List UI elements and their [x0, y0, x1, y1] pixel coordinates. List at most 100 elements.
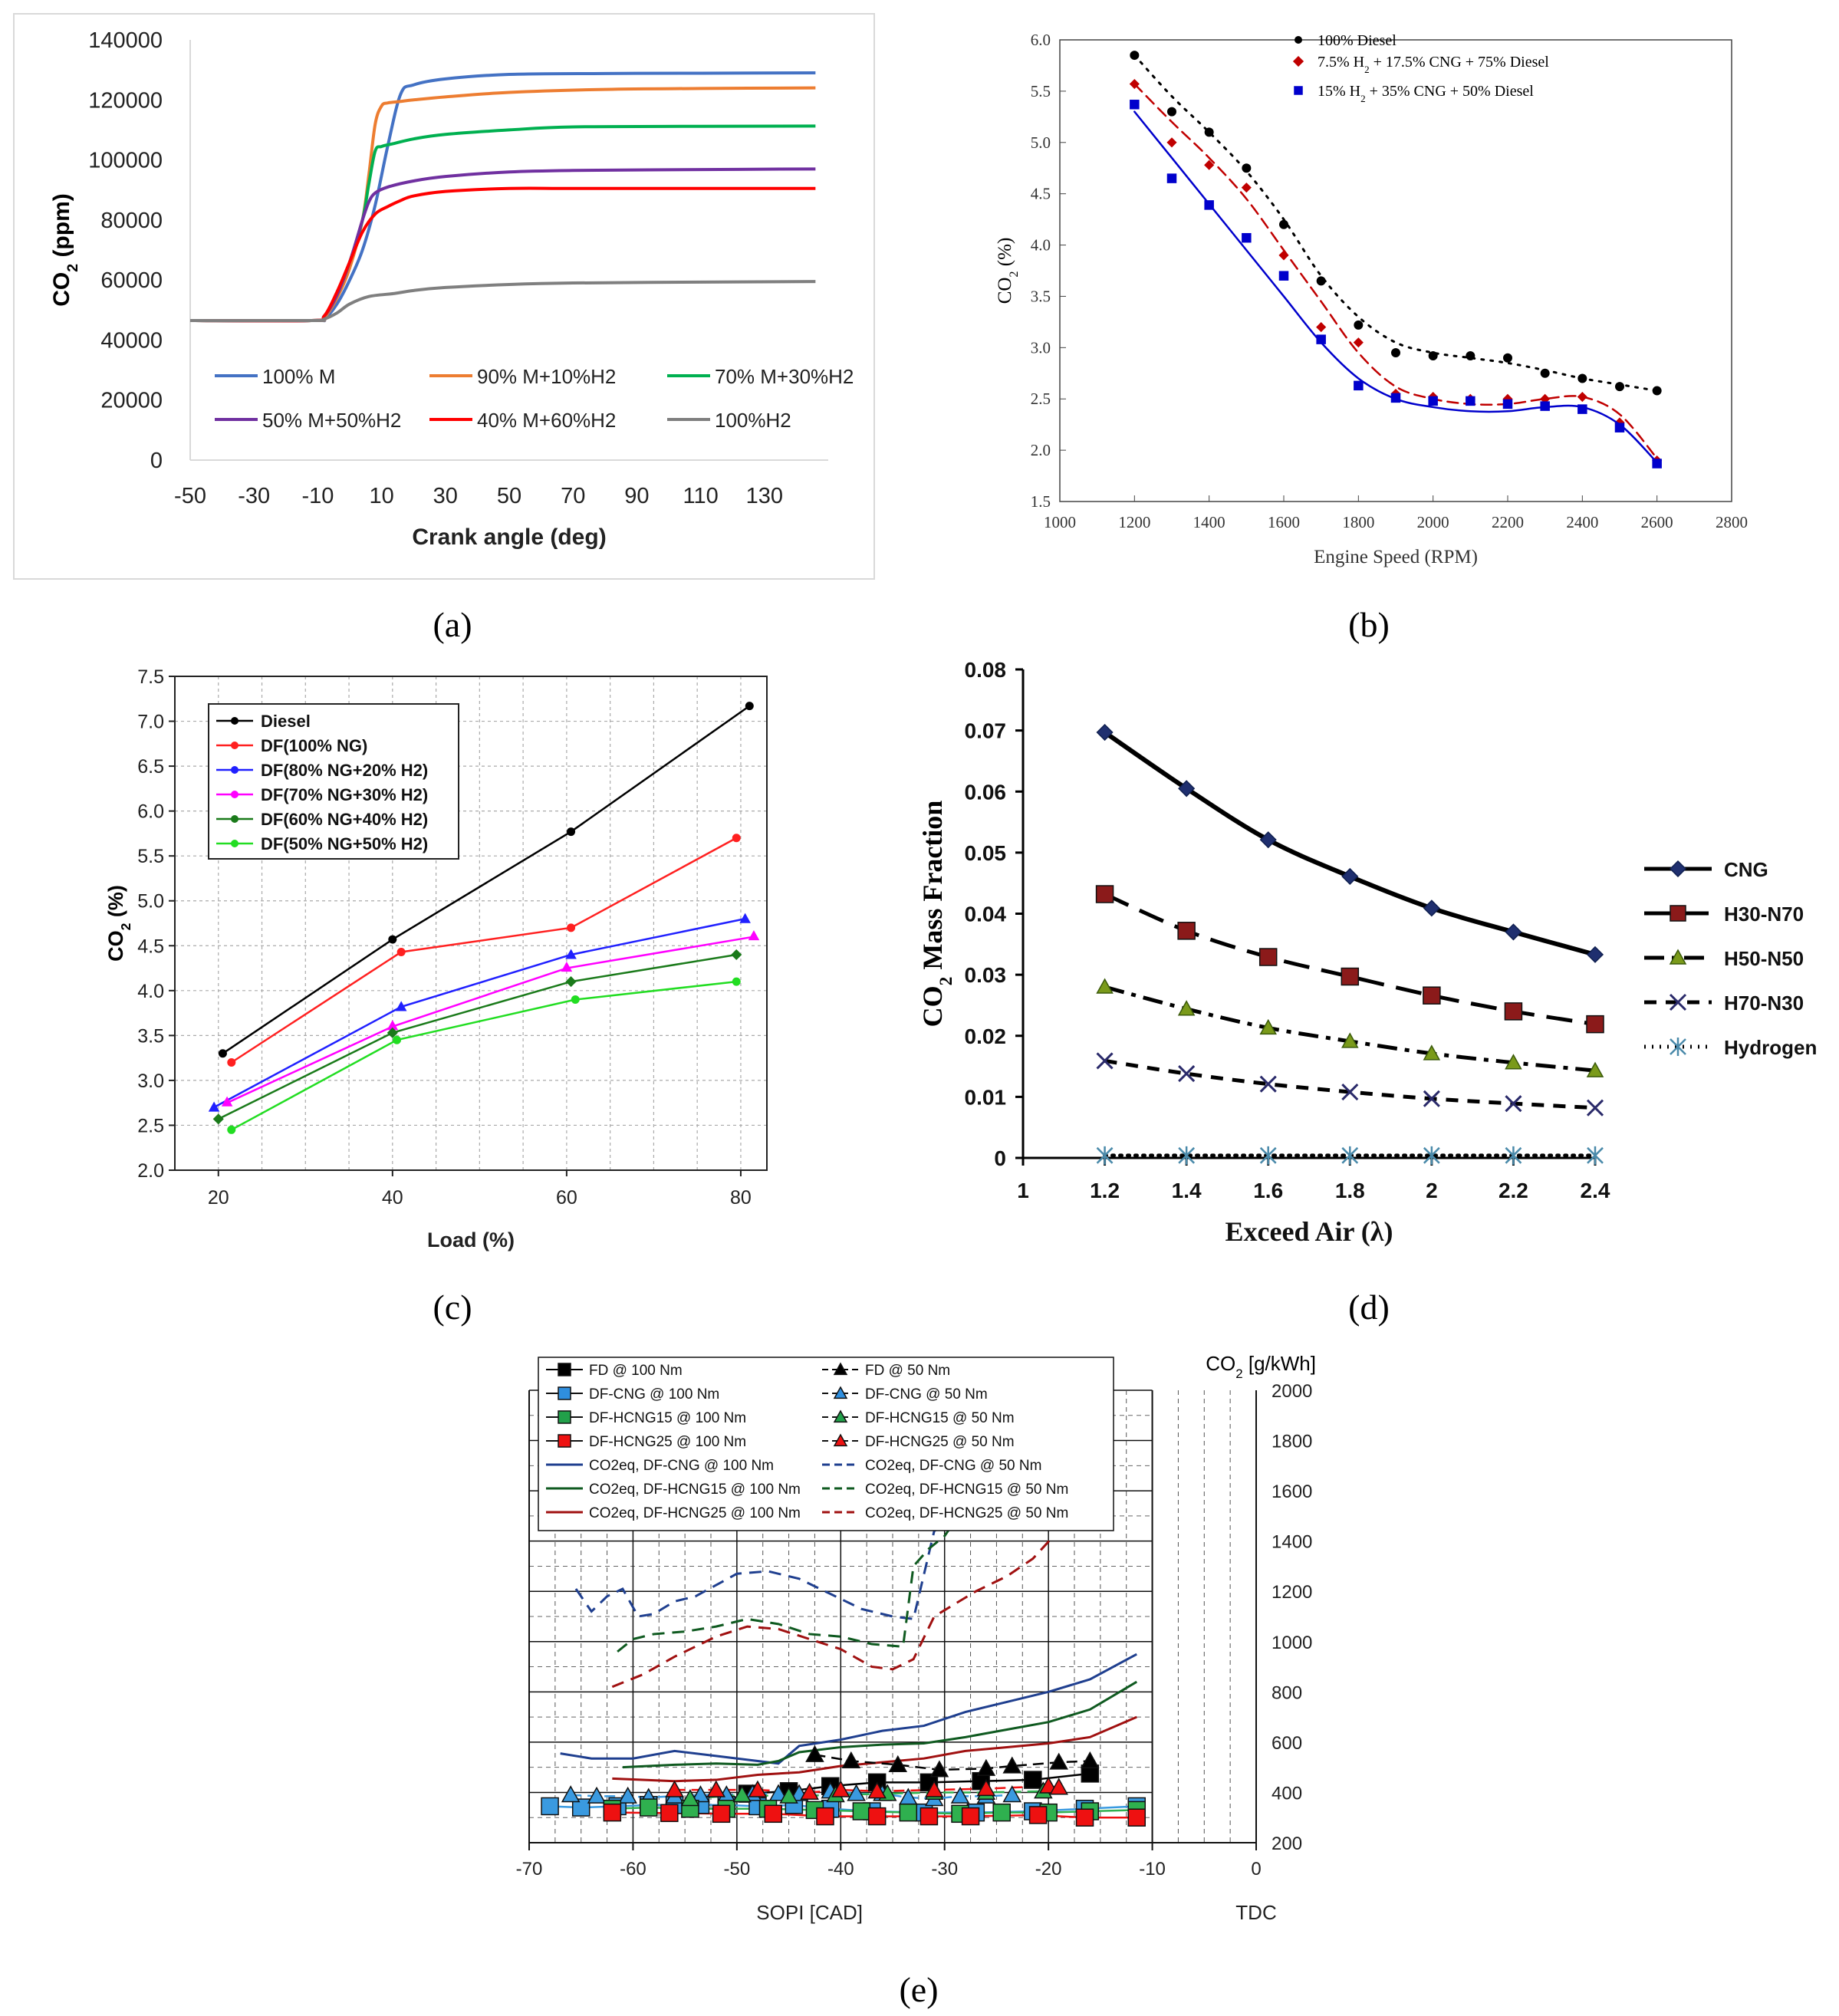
x-tick-label: -50: [174, 484, 206, 508]
y-tick-label: 140000: [88, 28, 163, 53]
legend-label-0: CNG: [1724, 858, 1768, 881]
plot-frame: [1059, 39, 1732, 502]
legend-label-0: Diesel: [261, 712, 311, 731]
data-point: [1502, 399, 1513, 409]
y-tick-label: 80000: [100, 209, 163, 233]
data-point: [571, 1798, 591, 1817]
data-point: [847, 1784, 866, 1801]
data-point: [1341, 1083, 1359, 1101]
legend-label-0: FD @ 100 Nm: [589, 1363, 683, 1379]
data-point: [1096, 1146, 1114, 1165]
data-point: [1259, 1075, 1277, 1093]
data-point: [929, 1760, 949, 1778]
data-point: [1279, 219, 1288, 229]
legend-marker-2: [1294, 86, 1303, 95]
data-point: [1577, 391, 1587, 403]
y-tick-label: 0.02: [965, 1024, 1007, 1048]
x-axis-title: Crank angle (deg): [412, 525, 606, 550]
data-point: [680, 1789, 700, 1807]
y-tick-label: 0.01: [965, 1085, 1007, 1109]
data-point: [1586, 946, 1604, 963]
data-point: [831, 1780, 850, 1797]
y-tick-label: 60000: [100, 268, 163, 293]
data-point: [1466, 351, 1475, 361]
data-point: [1177, 1000, 1196, 1016]
x-tick-label: 90: [624, 484, 649, 508]
y-tick-label: 400: [1272, 1783, 1302, 1804]
x-tick-label: 60: [556, 1187, 577, 1209]
data-point: [1081, 1751, 1100, 1769]
co2eq-line-2: [612, 1715, 1137, 1783]
data-point: [805, 1745, 824, 1762]
x-tick-label: 2: [1426, 1179, 1438, 1202]
series-line-2: [213, 917, 745, 1109]
data-point: [1586, 1061, 1604, 1077]
data-point: [1577, 373, 1587, 383]
data-point: [1095, 885, 1114, 903]
panel-a: 0 20000 40000 60000 80000 100000 120000 140000 -…: [13, 13, 875, 580]
x-tick-label: 1.6: [1253, 1179, 1283, 1202]
y-tick-label: 6.0: [137, 801, 164, 823]
data-point: [1049, 1752, 1068, 1770]
data-point: [1096, 1052, 1114, 1070]
data-point: [1024, 1771, 1042, 1789]
legend-marker-2: [1669, 949, 1687, 965]
co2eq-line-3: [574, 1507, 976, 1620]
data-point: [1177, 922, 1196, 940]
x-tick-label: 2000: [1417, 513, 1449, 531]
y-tick-label: 2000: [1272, 1381, 1312, 1402]
panel-label-b: (b): [1348, 605, 1390, 644]
data-point: [1652, 459, 1662, 469]
fit-curve-0: [1133, 54, 1659, 393]
data-point: [1587, 1146, 1604, 1165]
data-point: [1615, 382, 1624, 392]
plot-frame: [174, 676, 768, 1171]
data-point: [961, 1807, 980, 1826]
data-point: [1423, 1090, 1440, 1107]
panel-d: 0 0.01 0.02 0.03 0.04 0.05 0.06 0.07 0.08 1 1.2 1.4…: [917, 658, 1817, 1247]
data-point: [393, 1035, 401, 1044]
x-tick-label: -30: [238, 484, 270, 508]
y-tick-label: 2.5: [1031, 390, 1051, 408]
data-point: [800, 1782, 819, 1800]
data-point: [1241, 183, 1252, 193]
y-tick-label: 3.0: [137, 1070, 164, 1092]
data-point: [1204, 127, 1214, 137]
data-point: [992, 1803, 1011, 1822]
data-point: [1075, 1808, 1094, 1827]
data-point: [1423, 1146, 1440, 1165]
data-point: [691, 1785, 710, 1803]
data-point: [1503, 353, 1512, 363]
y-tick-label: 4.5: [137, 936, 164, 957]
y-axis-title: CO2 (%): [104, 885, 133, 962]
legend-marker-1: [1292, 55, 1304, 67]
legend-label-1: FD @ 50 Nm: [865, 1363, 950, 1379]
data-point: [1259, 831, 1277, 849]
y-tick-label: 0.08: [965, 658, 1007, 682]
data-point: [561, 1785, 581, 1803]
data-point: [1341, 867, 1359, 885]
y-axis-title: CO2 [g/kWh]: [1206, 1352, 1316, 1381]
marker-line-7: [674, 1784, 1059, 1794]
data-point: [1540, 368, 1550, 378]
x-tick-label: -60: [620, 1859, 646, 1880]
data-point: [1505, 1146, 1522, 1165]
legend-marker-1: [1670, 905, 1686, 922]
y-tick-label: 4.5: [1031, 185, 1051, 203]
legend-label-0: 100% M: [262, 365, 335, 388]
data-point: [1130, 51, 1140, 61]
x-tick-label: 50: [497, 484, 521, 508]
data-point: [950, 1786, 970, 1804]
data-point: [1204, 200, 1214, 210]
legend-label-1: 90% M+10%H2: [477, 365, 616, 388]
y-tick-label: 800: [1272, 1682, 1302, 1703]
data-point: [1002, 1756, 1022, 1774]
legend-marker-4: [1670, 1038, 1686, 1056]
data-point: [387, 1027, 398, 1038]
data-point: [1504, 1002, 1523, 1021]
data-point: [1028, 1806, 1048, 1824]
series-line-5: [231, 980, 737, 1131]
data-point: [852, 1802, 871, 1820]
data-point: [1652, 386, 1662, 396]
